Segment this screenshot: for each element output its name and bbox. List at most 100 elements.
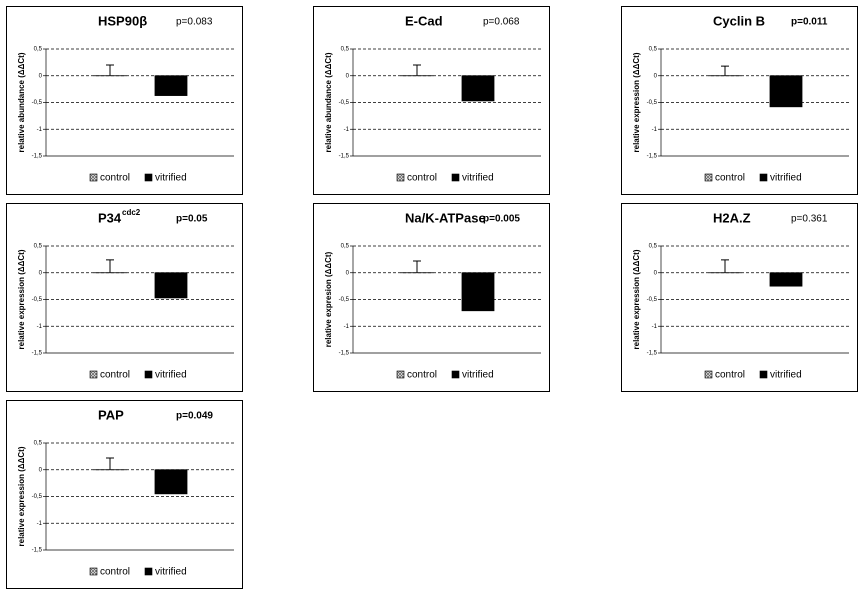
y-tick-label: 0,5 [34,47,43,53]
chart-title: Na/K-ATPase [405,210,486,225]
y-tick-label: 0,5 [649,244,658,250]
y-tick-label: -0,5 [32,297,43,303]
p-value: p=0.005 [483,214,520,225]
y-tick-label: -1,5 [647,351,658,357]
y-axis-label: relative abundance (ΔΔCt) [324,52,333,152]
legend-label: vitrified [155,173,187,184]
legend-label: vitrified [770,370,802,381]
y-tick-label: -0,5 [339,100,350,106]
y-tick-label: 0 [39,467,43,473]
y-tick-label: -1,5 [647,154,658,160]
chart-title: H2A.Z [713,210,751,225]
y-tick-label: 0 [654,270,658,276]
error-bar [167,486,175,494]
y-tick-label: -1,5 [339,154,350,160]
legend-label: vitrified [462,370,494,381]
legend-swatch [704,173,713,182]
legend-label: control [407,370,437,381]
legend-label: control [100,567,130,578]
p-value: p=0.011 [791,17,828,28]
error-bar [106,64,114,76]
chart-title: E-Cad [405,13,443,28]
error-bar [413,260,421,273]
p-value: p=0.049 [176,411,213,422]
y-axis-label: relative expression (ΔΔCt) [17,249,26,349]
y-tick-label: 0,5 [34,244,43,250]
y-tick-label: -0,5 [647,297,658,303]
y-tick-label: 0 [39,73,43,79]
y-tick-label: -0,5 [32,100,43,106]
legend-swatch [451,173,460,182]
error-bar [106,457,114,470]
chart-panel: H2A.Z p=0.361 relative expression (ΔΔCt) co… [621,203,858,392]
y-tick-label: -1,5 [32,351,43,357]
error-bar [474,93,482,101]
y-axis-label: relative expression (ΔΔCt) [17,446,26,546]
legend-swatch [396,370,405,379]
y-tick-label: -1 [37,127,43,133]
y-tick-label: -1 [652,127,658,133]
legend-swatch [89,370,98,379]
legend-swatch [144,370,153,379]
p-value: p=0.068 [483,17,520,28]
legend-label: control [715,173,745,184]
p-value: p=0.05 [176,214,208,225]
y-tick-label: 0 [346,270,350,276]
legend-swatch [89,173,98,182]
y-tick-label: -0,5 [647,100,658,106]
legend-swatch [451,370,460,379]
p-value: p=0.361 [791,214,828,225]
y-axis-label: relative expression (ΔΔCt) [632,52,641,152]
error-bar [721,259,729,273]
chart-panel: P34 cdc2 p=0.05 relative expression (ΔΔCt) c… [6,203,243,392]
legend-label: control [715,370,745,381]
error-bar [167,290,175,298]
y-axis-label: relative abundance (ΔΔCt) [17,52,26,152]
y-tick-label: -1 [37,521,43,527]
y-tick-label: -1,5 [32,548,43,554]
legend-swatch [89,567,98,576]
legend-label: vitrified [155,567,187,578]
y-tick-label: -1,5 [32,154,43,160]
y-tick-label: -1 [652,324,658,330]
legend-label: vitrified [462,173,494,184]
legend-label: vitrified [155,370,187,381]
error-bar [721,65,729,76]
legend-swatch [144,567,153,576]
y-tick-label: 0,5 [341,244,350,250]
error-bar [474,302,482,311]
error-bar [167,90,175,96]
y-axis-label: relative expression (ΔΔCt) [632,249,641,349]
y-axis-label: relative expresion (ΔΔCt) [324,251,333,347]
chart-title: PAP [98,407,124,422]
y-tick-label: 0 [39,270,43,276]
y-tick-label: -0,5 [339,297,350,303]
legend-swatch [759,173,768,182]
p-value: p=0.083 [176,17,213,28]
y-tick-label: 0 [654,73,658,79]
y-tick-label: -1 [37,324,43,330]
y-tick-label: 0 [346,73,350,79]
legend-swatch [144,173,153,182]
legend-label: control [100,370,130,381]
error-bar [782,278,790,287]
y-tick-label: -0,5 [32,494,43,500]
legend-swatch [759,370,768,379]
error-bar [106,259,114,273]
y-tick-label: 0,5 [34,441,43,447]
y-tick-label: 0,5 [649,47,658,53]
chart-title-superscript: cdc2 [122,208,141,217]
legend-label: control [407,173,437,184]
chart-panel: HSP90β p=0.083 relative abundance (ΔΔCt) co… [6,6,243,195]
error-bar [413,64,421,76]
chart-title: Cyclin B [713,13,765,28]
y-tick-label: -1 [344,324,350,330]
chart-title: P34 [98,210,122,225]
chart-panel: Cyclin B p=0.011 relative expression (ΔΔCt… [621,6,858,195]
y-tick-label: -1 [344,127,350,133]
legend-label: control [100,173,130,184]
y-tick-label: 0,5 [341,47,350,53]
